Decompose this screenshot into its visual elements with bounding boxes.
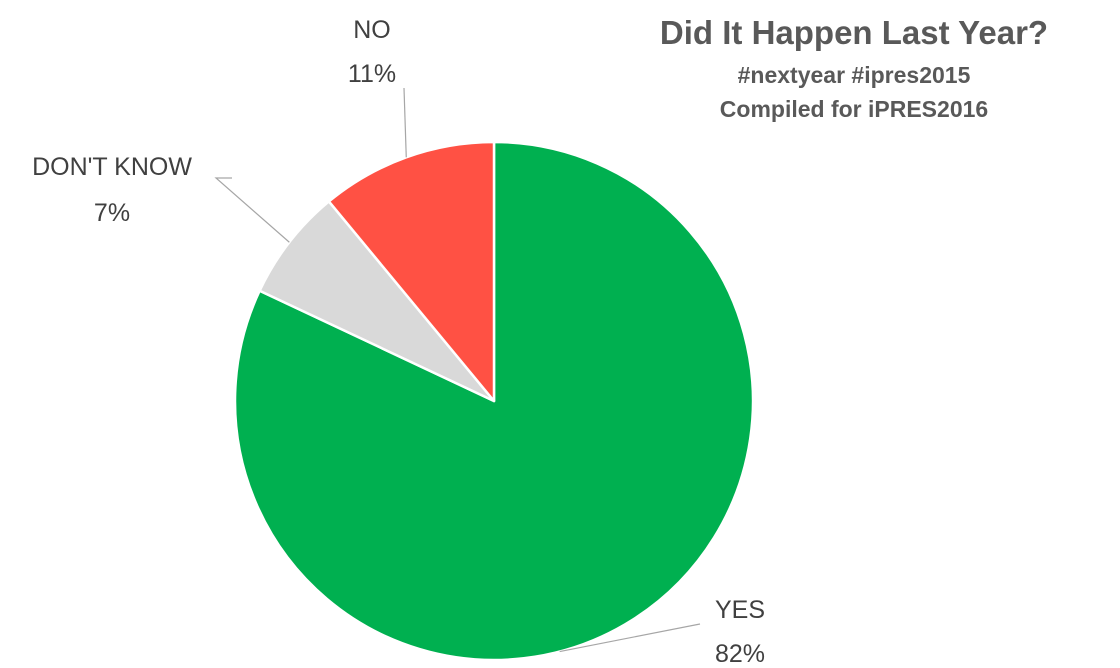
chart-title-block: Did It Happen Last Year? #nextyear #ipre… <box>594 8 1114 126</box>
slice-category-label: YES <box>715 596 765 624</box>
slice-category-label: DON'T KNOW <box>32 153 192 181</box>
chart-subtitle-line-1: #nextyear #ipres2015 <box>737 62 971 88</box>
slice-value-label: 11% <box>348 60 396 88</box>
chart-title: Did It Happen Last Year? <box>659 14 1049 51</box>
pie-slice-don-t-know <box>258 200 496 403</box>
leader-line-no <box>403 87 407 158</box>
slice-category-label: NO <box>353 16 391 44</box>
chart-subtitle-line-2: Compiled for iPRES2016 <box>719 96 989 122</box>
slice-value-label: 7% <box>94 199 130 227</box>
slice-value-label: 82% <box>715 640 765 668</box>
leader-line-don-t-know <box>214 177 290 243</box>
leader-line-yes <box>559 623 701 653</box>
